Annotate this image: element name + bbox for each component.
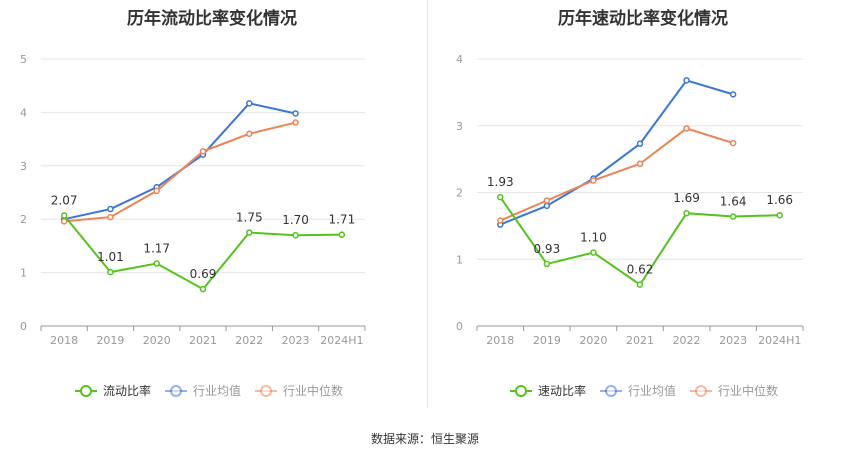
data-label: 2.07 [51,193,78,207]
data-label: 0.93 [533,242,560,256]
data-point [729,213,737,220]
data-point [590,249,597,256]
data-label: 1.66 [766,193,793,207]
data-point [292,231,299,239]
data-point [683,125,690,132]
data-point [199,148,207,155]
data-label: 0.62 [627,263,654,277]
legend-marker [515,385,527,397]
current-ratio-chart: 0 1 2 3 4 5 2018 2019 2020 2021 2022 2023 2024H1 2.07… [20,53,366,398]
y-tick-label: 5 [20,53,27,66]
data-point [543,202,551,210]
data-label: 1.93 [487,175,514,189]
series-line [64,121,296,223]
data-point [683,209,690,217]
y-tick-label: 2 [456,187,463,200]
legend-marker [260,385,272,397]
data-point [246,130,253,138]
data-label: 1.01 [97,250,124,264]
x-tick-label: 2019 [533,334,561,347]
data-source: 数据来源：恒生聚源 [370,432,479,446]
data-point [107,213,114,221]
legend-marker [695,385,707,397]
x-tick-label: 2019 [96,334,124,347]
data-point [292,119,299,126]
x-tick-label: 2022 [673,334,701,347]
legend-marker [605,385,617,397]
data-point [199,285,207,293]
data-point [153,187,160,195]
legend-marker [80,385,92,397]
y-tick-label: 0 [20,320,27,333]
y-tick-label: 3 [456,120,463,133]
data-point [60,218,68,225]
x-tick-label: 2020 [579,334,607,347]
data-point [590,177,597,184]
data-label: 1.70 [282,213,309,227]
legend-label: 行业中位数 [718,383,778,398]
quick-ratio-chart: 0 1 2 3 4 2018 2019 2020 2021 2022 2023 2024H1 1.93 0… [456,53,804,398]
data-point [497,193,504,201]
y-tick-label: 0 [456,320,463,333]
data-point [729,139,737,147]
data-label: 1.75 [236,211,263,225]
panel-divider [427,0,428,408]
data-point [636,140,644,148]
data-label: 1.64 [720,195,747,209]
x-tick-label: 2022 [235,334,263,347]
data-label: 1.71 [328,213,355,227]
data-label: 0.69 [190,267,217,281]
legend-label: 速动比率 [538,383,586,398]
x-tick-label: 2018 [50,334,78,347]
data-point [107,268,114,276]
data-point [683,77,690,84]
data-point [107,205,114,213]
legend-label: 流动比率 [103,383,151,398]
data-point [543,260,551,268]
data-point [776,211,783,219]
data-point [246,100,253,107]
y-tick-label: 4 [456,53,463,66]
data-point [543,197,551,204]
x-tick-label: 2018 [486,334,514,347]
data-point [729,91,737,98]
chart-title-quick-ratio: 历年速动比率变化情况 [558,9,728,29]
data-point [153,260,160,267]
y-tick-label: 1 [20,267,27,280]
data-label: 1.17 [143,242,170,256]
y-tick-label: 1 [456,253,463,266]
x-tick-label: 2023 [282,334,310,347]
series-line [63,102,296,221]
y-tick-label: 4 [20,106,27,119]
data-point [497,217,504,224]
x-tick-label: 2021 [626,334,654,347]
series-line [499,79,734,226]
data-point [338,231,346,238]
series-line [499,127,734,222]
legend-label: 行业均值 [628,383,676,398]
data-point [636,160,644,168]
x-tick-label: 2024H1 [320,334,363,347]
chart-title-current-ratio: 历年流动比率变化情况 [127,9,297,29]
data-point [246,229,253,236]
data-point [60,212,68,219]
x-tick-label: 2024H1 [758,334,801,347]
data-point [292,110,299,117]
x-tick-label: 2023 [719,334,747,347]
y-tick-label: 3 [20,160,27,173]
data-label: 1.69 [673,191,700,205]
y-tick-label: 2 [20,213,27,226]
data-point [636,281,644,288]
x-tick-label: 2021 [189,334,217,347]
legend-label: 行业均值 [193,383,241,398]
x-tick-label: 2020 [143,334,171,347]
legend-label: 行业中位数 [283,383,343,398]
data-label: 1.10 [580,231,607,245]
legend-marker [170,385,182,397]
